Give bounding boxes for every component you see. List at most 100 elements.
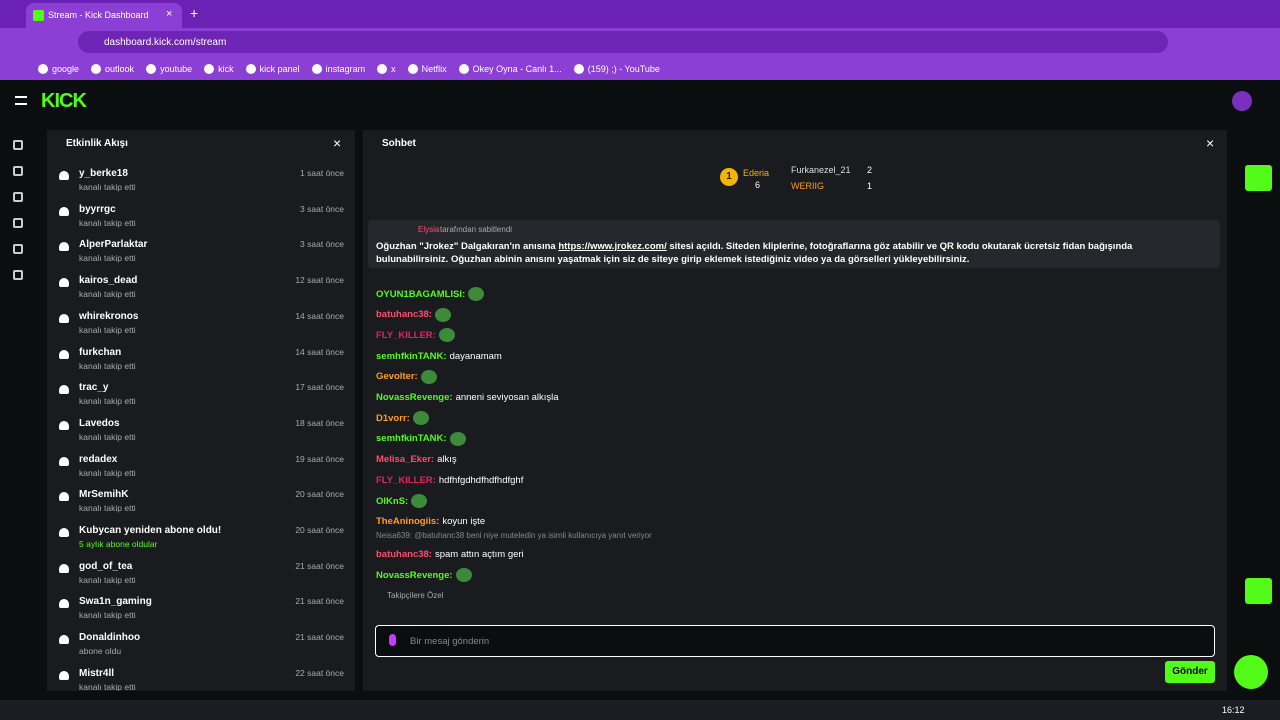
bookmark-icon [91, 64, 102, 74]
bookmark[interactable]: google [38, 64, 79, 74]
bookmark[interactable]: kick [204, 64, 234, 74]
activity-panel: Etkinlik Akışı × y_berke18 kanalı takip e… [47, 130, 355, 691]
username: D1vorr: [376, 412, 410, 424]
activity-item: y_berke18 kanalı takip etti 1 saat önce [47, 166, 355, 200]
bookmark[interactable]: Netflix [407, 64, 447, 74]
time: 20 saat önce [295, 525, 344, 535]
emote [412, 411, 429, 426]
tab-icon [33, 10, 44, 21]
username: NovassRevenge: [376, 569, 453, 581]
message-text: koyun işte [442, 516, 486, 528]
chat-message: NovassRevenge: anneni seviyosan alkışla [376, 389, 559, 407]
username: y_berke18 [79, 168, 128, 179]
activity-item: Mistr4ll kanalı takip etti 22 saat önce [47, 666, 355, 691]
close[interactable]: × [333, 135, 342, 151]
bookmark-label: Netflix [421, 64, 447, 74]
chat-input[interactable]: Bir mesaj gönderin [375, 625, 1215, 657]
activity-item: Swa1n_gaming kanalı takip etti 21 saat önc… [47, 594, 355, 628]
bookmark-label: (159) ;) - YouTube [587, 64, 660, 74]
menu-icon[interactable] [15, 96, 27, 105]
username: TheAninogiis: [376, 516, 440, 528]
emote [411, 494, 428, 508]
description: kanalı takip etti [79, 431, 136, 442]
pinned-by: Elysia [418, 225, 440, 234]
send-button[interactable]: Gönder [1165, 661, 1215, 683]
bookmark[interactable]: instagram [311, 64, 365, 74]
emote [420, 369, 437, 384]
address-bar[interactable]: dashboard.kick.com/stream [78, 31, 1168, 53]
avatar[interactable] [1232, 91, 1252, 111]
heart-icon [59, 420, 69, 430]
username: Lavedos [79, 417, 120, 429]
bookmark-label: kick panel [259, 64, 300, 74]
tab[interactable]: Stream - Kick Dashboard × [26, 3, 182, 28]
bookmark-label: x [391, 64, 396, 74]
bookmark-icon [458, 64, 469, 74]
bookmark[interactable]: (159) ;) - YouTube [573, 64, 660, 74]
time: 12 saat önce [295, 275, 344, 286]
description: kanalı takip etti [79, 360, 136, 371]
heart-icon [59, 456, 69, 466]
bookmark[interactable]: kick panel [245, 64, 300, 74]
chat-message: TheAninogiis: koyun işte [376, 513, 485, 531]
description: kanalı takip etti [79, 610, 136, 621]
username: semhfkinTANK: [376, 433, 447, 445]
leader-count: 2 [867, 165, 873, 175]
time: 21 saat önce [295, 632, 344, 643]
username: batuhanc38: [376, 548, 432, 560]
close[interactable]: × [1206, 135, 1215, 151]
bookmark-icon [204, 64, 215, 74]
activity-item: god_of_tea kanalı takip etti 21 saat önce [47, 559, 355, 593]
mic-icon[interactable] [389, 634, 396, 646]
bookmark-label: google [52, 64, 80, 74]
bookmark[interactable]: x [377, 64, 396, 74]
time: 18 saat önce [295, 417, 344, 428]
rail-button[interactable] [1245, 578, 1272, 604]
heart-icon [59, 206, 69, 216]
help-button[interactable] [1234, 655, 1268, 689]
time: 19 saat önce [295, 453, 344, 464]
followers-label: Takipçilere Özel [387, 591, 444, 600]
username: Gevolter: [376, 371, 418, 383]
description: 5 aylık abone oldular [79, 539, 158, 549]
pinned-text: Oğuzhan "Jrokez" Dalgakıran'ın anısına h… [376, 240, 1176, 266]
chat-message: semhfkinTANK: [376, 430, 466, 448]
activity-item: byyrrgc kanalı takip etti 3 saat önce [47, 202, 355, 236]
bookmark[interactable]: youtube [146, 64, 192, 74]
time: 21 saat önce [295, 560, 344, 571]
bookmark[interactable]: outlook [91, 64, 134, 74]
chat-message: OYUN1BAGAMLISI: [376, 285, 485, 303]
heart-icon [59, 313, 69, 323]
heart-icon [59, 278, 69, 288]
reply-note: Neisa639: @batuhanc38 beni niye muteledi… [376, 531, 652, 541]
pinned-by-suffix: tarafından sabitlendi [440, 225, 513, 234]
tab-close[interactable]: × [166, 8, 173, 20]
bookmark-icon [573, 64, 584, 74]
chat-message: batuhanc38: [376, 306, 451, 324]
username: furkchan [79, 346, 122, 358]
new-tab[interactable]: + [190, 5, 199, 21]
username: Donaldinhoo [79, 632, 141, 644]
time: 20 saat önce [295, 489, 344, 500]
message-text: hdfhfgdhdfhdfhdfghf [438, 474, 524, 486]
bookmark-icon [38, 64, 48, 74]
heart-icon [59, 242, 69, 252]
chat-message: Melisa_Eker: alkış [376, 451, 457, 469]
username: god_of_tea [79, 560, 133, 572]
left-rail [8, 136, 28, 296]
bookmark[interactable]: Okey Oyna - Canlı 1... [458, 64, 562, 74]
bookmarks-bar: google outlook youtube kick kick panel instag… [38, 61, 672, 79]
bookmark-icon [311, 64, 322, 74]
heart-icon [59, 563, 69, 573]
activity-item: Lavedos kanalı takip etti 18 saat önce [47, 416, 355, 450]
logo[interactable]: KICK [41, 90, 87, 112]
rail-button[interactable] [1245, 165, 1272, 191]
emote [438, 328, 455, 343]
message-text: anneni seviyosan alkışla [455, 392, 559, 403]
chat-message: FLY_KILLER: [376, 326, 455, 344]
link[interactable]: https://www.jrokez.com/ [558, 241, 667, 252]
heart-icon [59, 670, 69, 680]
time: 1 saat önce [300, 168, 344, 178]
bookmark-icon [146, 64, 157, 74]
leader-name: WERIIG [791, 181, 824, 191]
